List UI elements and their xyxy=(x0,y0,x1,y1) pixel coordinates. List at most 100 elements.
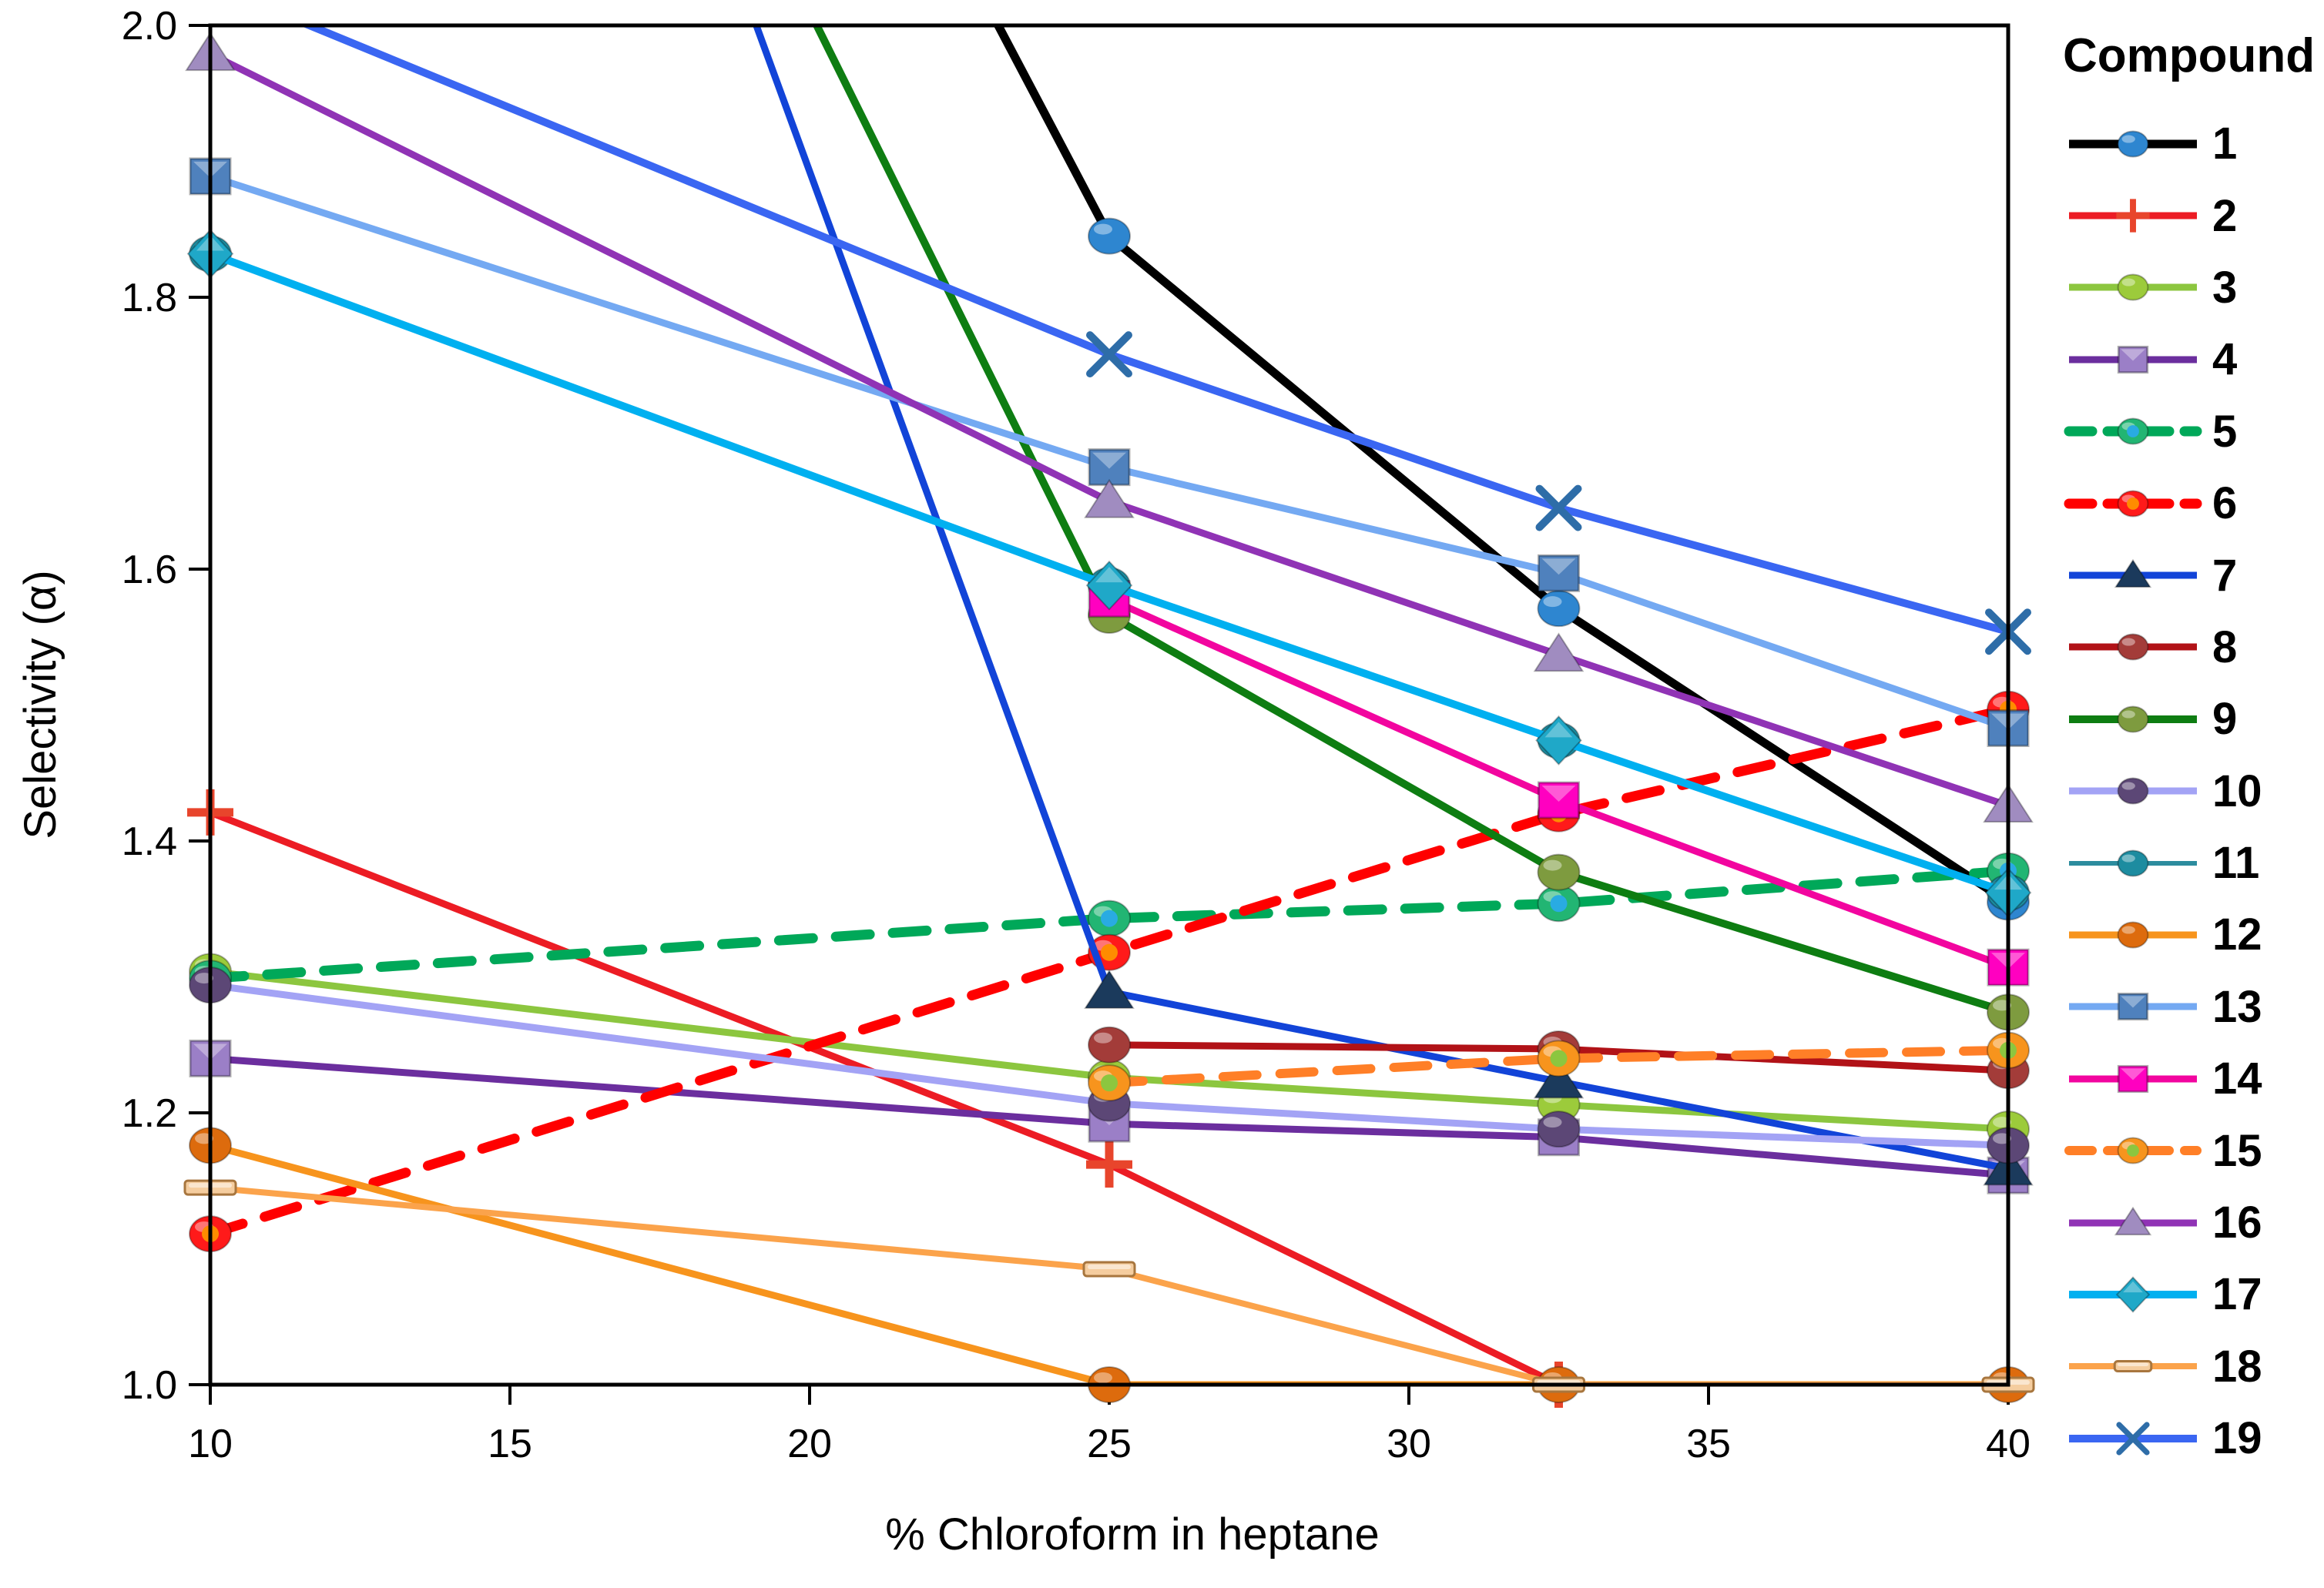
legend-label-17: 17 xyxy=(2212,1269,2262,1320)
legend-item-6: 6 xyxy=(2063,467,2322,539)
legend-item-7: 7 xyxy=(2063,539,2322,611)
legend-sample-11 xyxy=(2069,849,2197,877)
legend-item-3: 3 xyxy=(2063,252,2322,323)
data-point-marker xyxy=(1086,331,1132,378)
legend-label-10: 10 xyxy=(2212,766,2262,816)
data-point-marker xyxy=(1088,1026,1131,1064)
legend-item-2: 2 xyxy=(2063,179,2322,251)
y-axis-title: Selectivity (α) xyxy=(15,570,65,839)
series-16 xyxy=(185,32,2034,823)
data-point-marker xyxy=(1537,590,1581,628)
series-line-15 xyxy=(1105,1045,2008,1088)
x-tick-label: 35 xyxy=(1686,1422,1731,1466)
legend-sample-7 xyxy=(2069,558,2197,588)
legend-item-10: 10 xyxy=(2063,755,2322,827)
legend-item-13: 13 xyxy=(2063,971,2322,1043)
data-point-marker xyxy=(2114,558,2152,588)
series-line-12 xyxy=(210,1142,2008,1385)
legend-item-16: 16 xyxy=(2063,1187,2322,1258)
legend-label-18: 18 xyxy=(2212,1341,2262,1392)
data-point-marker xyxy=(2117,777,2149,805)
data-point-marker xyxy=(1535,715,1582,766)
legend-item-8: 8 xyxy=(2063,611,2322,683)
series-line-2 xyxy=(210,809,1561,1385)
x-tick-label: 15 xyxy=(488,1422,532,1466)
x-tick-label: 20 xyxy=(787,1422,832,1466)
legend-sample-2 xyxy=(2069,199,2197,233)
series-line-1 xyxy=(993,25,2008,906)
data-point-marker xyxy=(1086,1141,1132,1188)
data-point-marker xyxy=(2114,1206,2152,1235)
y-tick-label: 1.6 xyxy=(122,548,177,592)
series-line-19 xyxy=(299,25,2008,636)
data-point-marker xyxy=(2117,417,2149,445)
legend-item-12: 12 xyxy=(2063,899,2322,970)
legend-item-4: 4 xyxy=(2063,323,2322,395)
data-point-marker xyxy=(2115,1276,2151,1313)
data-point-marker xyxy=(2117,633,2149,661)
legend-label-2: 2 xyxy=(2212,190,2238,241)
data-point-marker xyxy=(2117,273,2149,302)
legend-label-1: 1 xyxy=(2212,119,2238,169)
legend-label-13: 13 xyxy=(2212,981,2262,1032)
legend-item-18: 18 xyxy=(2063,1331,2322,1402)
plot-area: 1.0 1.2 1.4 1.6 1.8 2.0 10 15 20 25 30 35 40 xyxy=(122,4,2035,1466)
legend-label-11: 11 xyxy=(2212,838,2260,889)
legend-sample-15 xyxy=(2064,1137,2202,1164)
data-point-marker xyxy=(1085,560,1133,611)
legend-item-14: 14 xyxy=(2063,1043,2322,1114)
legend-item-1: 1 xyxy=(2063,108,2322,179)
data-point-marker xyxy=(1088,217,1131,255)
legend-label-15: 15 xyxy=(2212,1125,2262,1176)
legend-label-16: 16 xyxy=(2212,1198,2262,1248)
legend-sample-10 xyxy=(2069,777,2197,805)
y-tick-label: 1.2 xyxy=(122,1091,177,1136)
legend-sample-14 xyxy=(2069,1064,2197,1093)
legend-label-12: 12 xyxy=(2212,910,2262,960)
series-2 xyxy=(187,789,1582,1408)
series-line-18 xyxy=(210,1184,2008,1385)
data-point-marker xyxy=(2117,993,2149,1021)
data-point-marker xyxy=(2117,921,2149,949)
x-tick-label: 40 xyxy=(1986,1422,2031,1466)
x-axis-title: % Chloroform in heptane xyxy=(885,1509,1380,1560)
legend-sample-9 xyxy=(2069,705,2197,733)
series-line-13 xyxy=(210,173,2008,732)
series-line-6 xyxy=(210,704,2008,1239)
plot-border xyxy=(208,23,2010,1387)
data-point-marker xyxy=(1088,1064,1131,1102)
legend-item-11: 11 xyxy=(2063,827,2322,899)
legend-item-9: 9 xyxy=(2063,683,2322,755)
legend-sample-8 xyxy=(2069,633,2197,661)
y-tick-label: 1.4 xyxy=(122,819,177,864)
series-19 xyxy=(299,25,2031,655)
data-point-marker xyxy=(1537,853,1581,891)
y-tick-label: 2.0 xyxy=(122,4,177,49)
legend-sample-3 xyxy=(2069,273,2197,302)
y-tick-label: 1.0 xyxy=(122,1363,177,1408)
series-17 xyxy=(186,229,2032,918)
series-18 xyxy=(183,1179,2035,1393)
data-point-marker xyxy=(2117,130,2149,158)
legend-label-14: 14 xyxy=(2212,1054,2262,1104)
legend-item-5: 5 xyxy=(2063,396,2322,467)
series-line-16 xyxy=(210,51,2008,809)
data-point-marker xyxy=(2113,1360,2153,1373)
data-point-marker xyxy=(1082,1261,1136,1278)
series-13 xyxy=(189,157,2030,748)
legend-sample-12 xyxy=(2069,921,2197,949)
data-point-marker xyxy=(1537,1111,1581,1148)
data-point-marker xyxy=(2117,345,2149,374)
data-point-marker xyxy=(2117,849,2149,877)
series-line-9 xyxy=(812,25,2008,1017)
legend-item-19: 19 xyxy=(2063,1402,2322,1474)
legend-sample-1 xyxy=(2069,130,2197,158)
legend-sample-13 xyxy=(2069,993,2197,1021)
series-line-3 xyxy=(210,967,2008,1133)
data-point-marker xyxy=(1088,448,1131,487)
legend-sample-6 xyxy=(2064,490,2202,518)
data-point-marker xyxy=(1533,632,1585,672)
data-point-marker xyxy=(1084,478,1135,518)
